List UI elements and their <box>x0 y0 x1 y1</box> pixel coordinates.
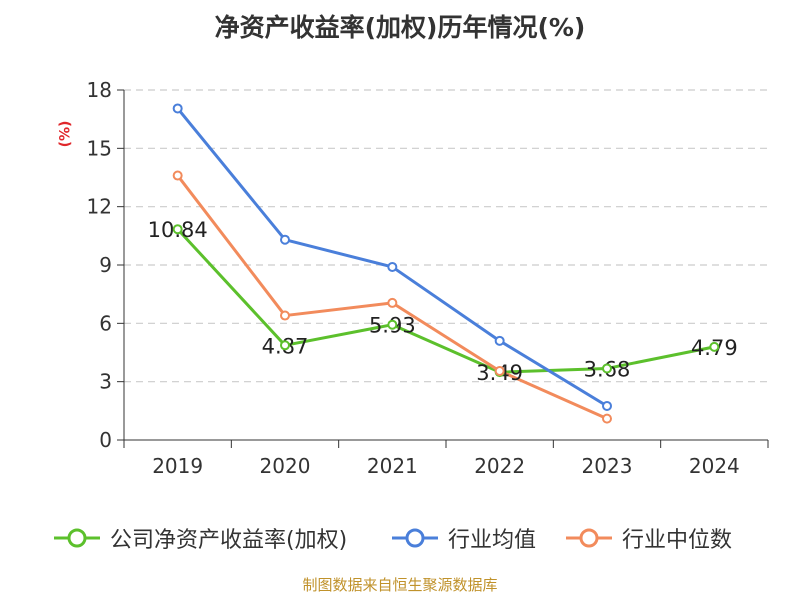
series-point-2 <box>602 413 612 424</box>
legend: 公司净资产收益率(加权) 行业均值 行业中位数 <box>0 518 800 558</box>
series-point-2 <box>280 310 290 321</box>
y-tick-label: 12 <box>87 195 112 219</box>
series-point-2 <box>494 365 505 376</box>
series-point-2 <box>387 297 398 308</box>
series-point-1 <box>387 261 398 272</box>
chart-title: 净资产收益率(加权)历年情况(%) <box>214 13 586 42</box>
y-tick-label: 18 <box>87 78 112 102</box>
x-tick-label: 2024 <box>689 454 740 478</box>
x-tick-label: 2021 <box>367 454 418 478</box>
x-tick-label: 2020 <box>260 454 311 478</box>
series-point-0 <box>172 224 183 235</box>
series-point-0 <box>602 363 612 374</box>
y-tick-label: 9 <box>99 253 112 277</box>
series-point-1 <box>494 335 505 346</box>
legend-marker-orange <box>566 528 612 548</box>
x-tick-label: 2019 <box>152 454 203 478</box>
legend-item-company-roe[interactable]: 公司净资产收益率(加权) <box>54 518 347 558</box>
legend-label-company-roe: 公司净资产收益率(加权) <box>110 528 348 553</box>
series-point-0 <box>280 340 290 351</box>
legend-marker-blue <box>392 528 438 548</box>
source-footer: 制图数据来自恒生聚源数据库 <box>302 576 498 594</box>
series-line-0 <box>176 228 715 374</box>
legend-item-industry-mean[interactable]: 行业均值 <box>392 518 536 558</box>
series-point-2 <box>172 170 183 181</box>
series-point-1 <box>602 400 612 411</box>
series-point-1 <box>172 103 183 114</box>
y-tick-label: 15 <box>87 136 112 160</box>
y-tick-label: 3 <box>99 370 112 394</box>
y-tick-label: 0 <box>99 428 112 452</box>
y-tick-label: 6 <box>99 311 112 335</box>
series-point-1 <box>280 234 290 245</box>
legend-marker-green <box>54 528 100 548</box>
series-point-0 <box>387 319 398 330</box>
series-point-0 <box>709 341 720 352</box>
legend-label-industry-mean: 行业均值 <box>448 528 537 553</box>
x-tick-label: 2022 <box>474 454 525 478</box>
line-chart: 036912151820192020202120222023202410.844… <box>87 78 769 478</box>
legend-label-industry-median: 行业中位数 <box>622 528 733 553</box>
legend-item-industry-median[interactable]: 行业中位数 <box>566 518 732 558</box>
x-tick-label: 2023 <box>582 454 633 478</box>
